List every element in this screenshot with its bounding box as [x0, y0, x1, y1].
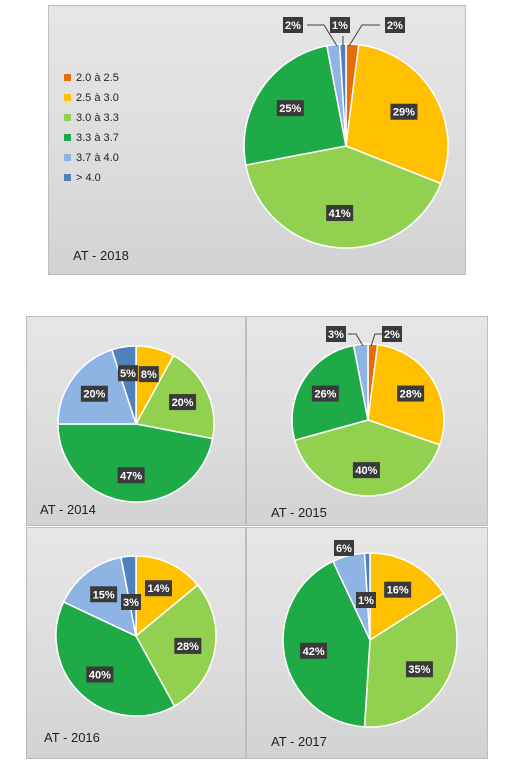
chart-svg-2018: 2% 29% 41% 25% 2% 1% AT - 2018 2.0 à 2.5 2.5 à 3… — [64, 17, 449, 263]
data-label: 40% — [89, 669, 111, 681]
data-label-box — [121, 594, 141, 610]
leader-line — [370, 333, 382, 347]
pie-slice-3-3-3-7 — [57, 423, 214, 503]
pie-slice-3-3-3-7 — [55, 600, 176, 717]
data-label: 29% — [393, 107, 415, 119]
legend-swatch — [64, 114, 71, 121]
data-label-box — [283, 17, 303, 33]
data-label-box — [117, 365, 138, 382]
data-label-box — [384, 581, 412, 598]
chart-panel-2015: 2% 28% 40% 26% 3% AT - 2015 — [246, 316, 488, 526]
pie-slice-3-7-4-0 — [352, 343, 369, 421]
data-label: 25% — [279, 103, 301, 115]
legend-item: 2.5 à 3.0 — [76, 92, 119, 104]
chart-svg-2014: 8% 20% 47% 20% 5% AT - 2014 — [40, 345, 215, 517]
legend-item: 3.0 à 3.3 — [76, 112, 119, 124]
data-label-box — [311, 385, 339, 402]
data-label-box — [300, 642, 328, 659]
chart-panel-2014: 8% 20% 47% 20% 5% AT - 2014 — [26, 316, 246, 526]
chart-panel-2018: 2% 29% 41% 25% 2% 1% AT - 2018 2.0 à 2.5 2.5 à 3… — [48, 5, 466, 275]
data-label-box — [330, 17, 350, 33]
data-label: 35% — [408, 664, 430, 676]
legend-item: 3.7 à 4.0 — [76, 152, 119, 164]
data-label: 47% — [120, 470, 142, 482]
legend-item: > 4.0 — [76, 172, 101, 184]
data-label: 2% — [285, 20, 301, 32]
data-label: 6% — [336, 543, 352, 555]
data-label-box — [169, 394, 197, 411]
data-label-box — [117, 467, 145, 484]
chart-title: AT - 2018 — [73, 248, 129, 263]
chart-title: AT - 2014 — [40, 502, 96, 517]
chart-svg-2017: 16% 35% 42% 6% 1% AT - 2017 — [271, 540, 458, 749]
data-label-box — [356, 592, 376, 608]
data-label-box — [390, 103, 418, 120]
data-label: 15% — [93, 589, 115, 601]
data-label-box — [326, 326, 346, 342]
data-label-box — [326, 205, 354, 222]
data-label-box — [144, 580, 172, 597]
data-label: 20% — [172, 397, 194, 409]
chart-panel-2017: 16% 35% 42% 6% 1% AT - 2017 — [246, 527, 488, 759]
data-label: 5% — [120, 368, 136, 380]
data-label-box — [397, 385, 425, 402]
chart-title: AT - 2017 — [271, 734, 327, 749]
chart-title: AT - 2015 — [271, 505, 327, 520]
leader-line — [348, 24, 380, 47]
data-label-box — [174, 637, 202, 654]
pie-slice-3-0-3-3 — [244, 145, 442, 249]
data-label: 28% — [177, 641, 199, 653]
data-label: 20% — [83, 389, 105, 401]
data-label: 28% — [400, 389, 422, 401]
data-label: 41% — [329, 208, 351, 220]
legend-swatch — [64, 154, 71, 161]
data-label: 3% — [123, 597, 139, 609]
legend-swatch — [64, 134, 71, 141]
legend-item: 3.3 à 3.7 — [76, 132, 119, 144]
data-label: 1% — [332, 20, 348, 32]
data-label-box — [138, 366, 159, 383]
chart-panel-2016: 14% 28% 40% 15% 3% AT - 2016 — [26, 527, 246, 759]
data-label: 16% — [387, 585, 409, 597]
chart-title: AT - 2016 — [44, 730, 100, 745]
data-label-box — [90, 586, 118, 603]
data-label: 2% — [384, 329, 400, 341]
data-label: 2% — [387, 20, 403, 32]
leader-line — [348, 333, 364, 347]
data-label: 8% — [141, 369, 157, 381]
pie-slice-3-0-3-3 — [293, 419, 441, 497]
legend-swatch — [64, 74, 71, 81]
data-label: 1% — [358, 595, 374, 607]
data-label: 42% — [303, 646, 325, 658]
data-label-box — [86, 666, 114, 683]
data-label-box — [405, 661, 433, 678]
pie-slice-3-0-3-3 — [363, 592, 458, 728]
data-label: 3% — [328, 329, 344, 341]
data-label-box — [334, 540, 354, 556]
data-label: 26% — [314, 389, 336, 401]
data-label: 40% — [355, 465, 377, 477]
data-label-box — [382, 326, 402, 342]
legend-swatch — [64, 94, 71, 101]
leader-line — [307, 24, 338, 47]
data-label-box — [385, 17, 405, 33]
chart-svg-2015: 2% 28% 40% 26% 3% AT - 2015 — [271, 326, 445, 520]
chart-svg-2016: 14% 28% 40% 15% 3% AT - 2016 — [44, 555, 217, 745]
data-label: 14% — [147, 583, 169, 595]
legend-item: 2.0 à 2.5 — [76, 72, 119, 84]
data-label-box — [276, 100, 304, 117]
data-label-box — [352, 462, 380, 479]
data-label-box — [80, 385, 108, 402]
legend-swatch — [64, 174, 71, 181]
